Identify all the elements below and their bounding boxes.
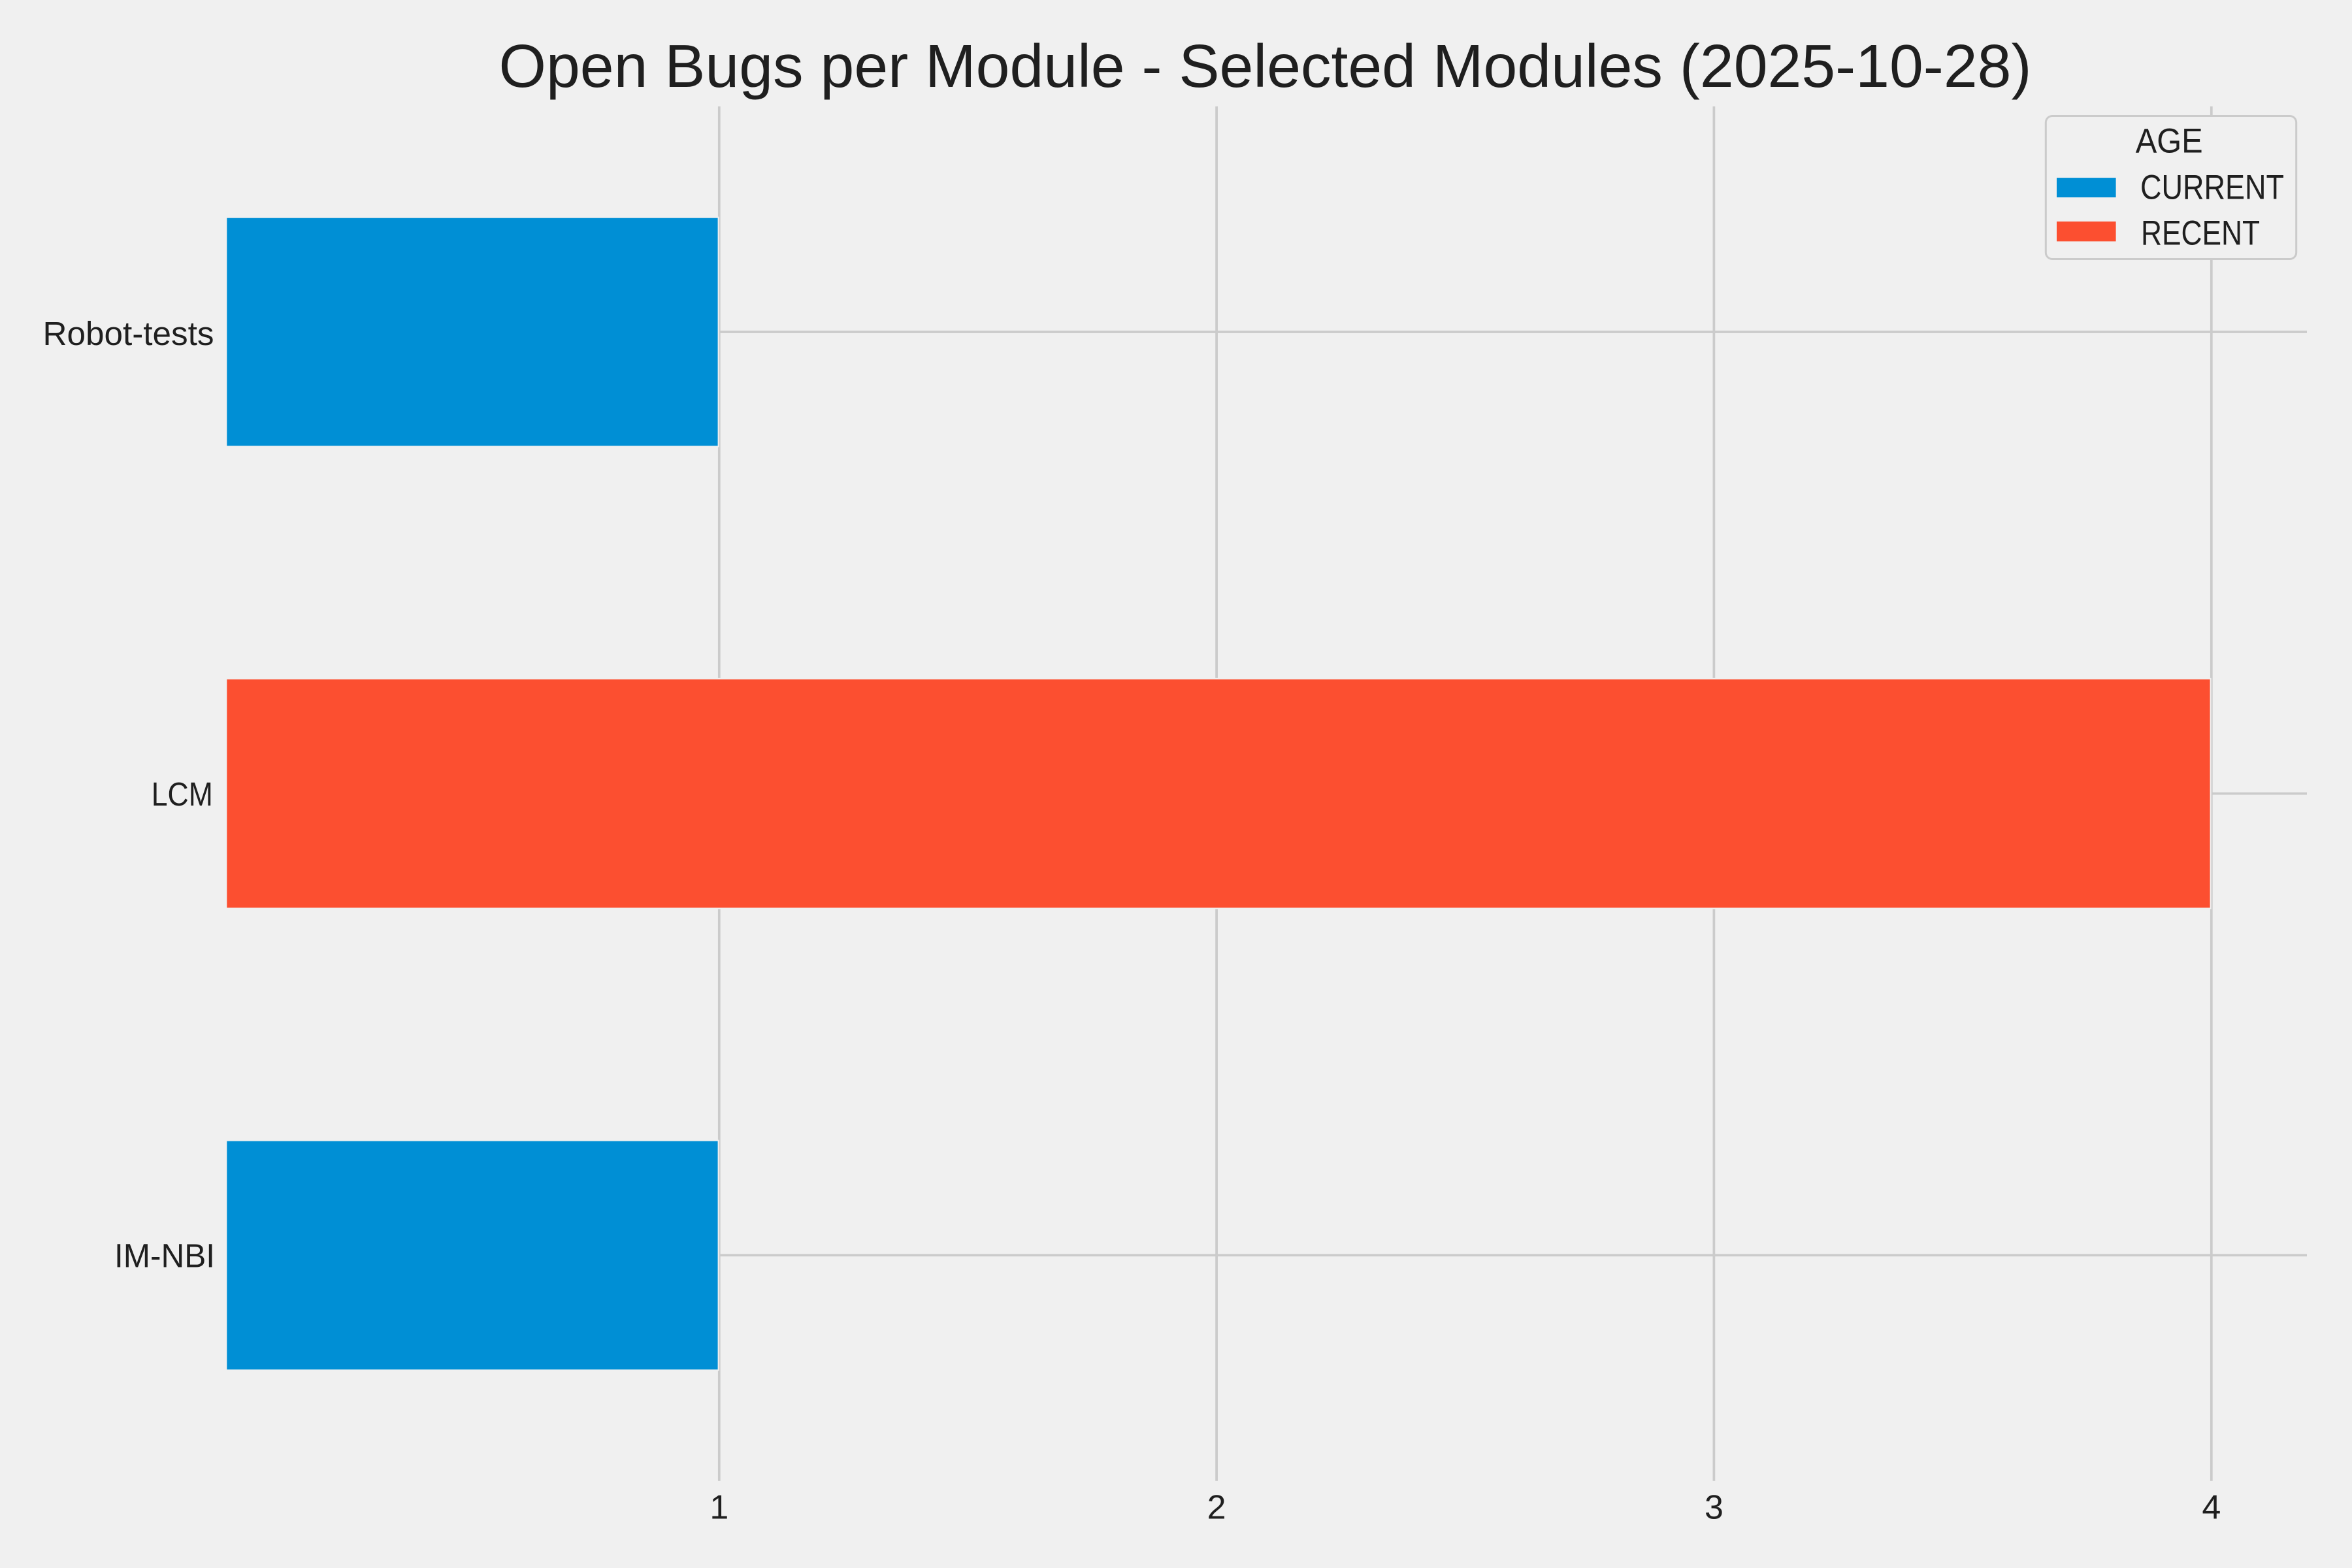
svg-text:Open Bugs per Module - Selecte: Open Bugs per Module - Selected Modules … <box>499 32 2032 100</box>
svg-text:IM-NBI: IM-NBI <box>114 1237 215 1275</box>
svg-text:Robot-tests: Robot-tests <box>43 315 214 352</box>
svg-text:AGE: AGE <box>2136 122 2203 161</box>
svg-text:RECENT: RECENT <box>2141 214 2260 253</box>
svg-text:4: 4 <box>2202 1489 2221 1527</box>
svg-text:LCM: LCM <box>152 776 213 813</box>
svg-text:2: 2 <box>1207 1489 1226 1527</box>
svg-text:3: 3 <box>1705 1489 1723 1527</box>
svg-text:1: 1 <box>710 1489 728 1527</box>
svg-text:CURRENT: CURRENT <box>2140 169 2284 207</box>
